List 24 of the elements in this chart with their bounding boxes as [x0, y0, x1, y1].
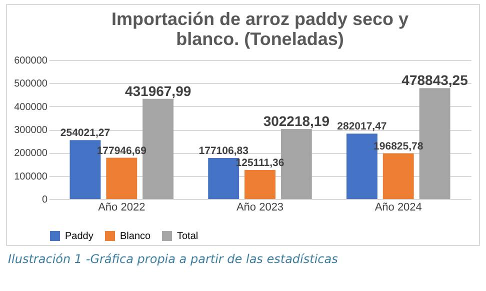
data-label: 282017,47: [337, 120, 387, 133]
y-tick-label: 600000: [14, 56, 48, 66]
text: Ilustración 1 -Gráfica propia a partir de las estadísticas: [8, 252, 339, 266]
x-tick-label: Año 2022: [98, 202, 146, 214]
legend-label: Paddy: [65, 231, 94, 242]
y-tick-label: 300000: [14, 125, 48, 136]
bar: [244, 170, 276, 199]
data-label: 478843,25: [402, 72, 468, 88]
y-tick-label: 200000: [14, 148, 48, 160]
chart-title: Importación de arroz paddy seco y blanco. (Toneladas): [111, 9, 409, 49]
legend-label: Total: [177, 231, 198, 242]
y-tick-label: 100000: [14, 171, 48, 182]
legend-label: Blanco: [120, 231, 152, 242]
bar: [106, 158, 138, 199]
x-tick-label: Año 2023: [236, 202, 284, 214]
data-label: 177106,83: [198, 144, 249, 157]
bar: [382, 153, 414, 199]
y-tick-label: 0: [42, 194, 48, 206]
x-tick-label: Año 2024: [374, 202, 422, 214]
data-label: 254021,27: [60, 127, 110, 140]
y-tick-label: 500000: [14, 78, 48, 90]
data-label: 431967,99: [124, 82, 192, 99]
y-tick-label: 400000: [14, 102, 48, 113]
data-label: 302218,19: [263, 112, 330, 129]
